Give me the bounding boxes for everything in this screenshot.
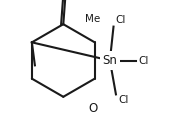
Text: Me: Me	[85, 14, 101, 24]
Text: Cl: Cl	[119, 95, 129, 105]
Text: Sn: Sn	[102, 54, 117, 67]
Text: O: O	[88, 102, 98, 115]
Text: Cl: Cl	[139, 56, 149, 65]
Text: Cl: Cl	[116, 15, 126, 25]
